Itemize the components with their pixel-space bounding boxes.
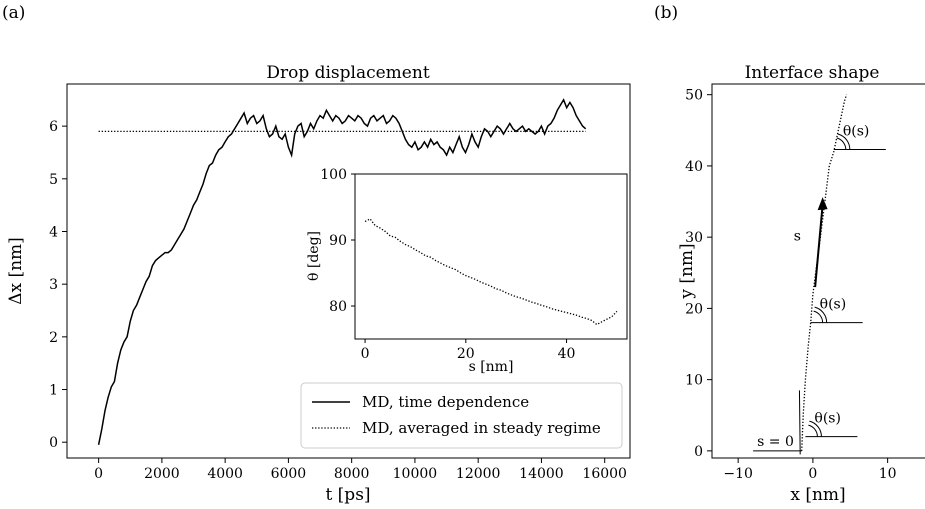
chart-b-xticks: −10 0 10 xyxy=(723,458,897,482)
chart-b-series xyxy=(801,94,848,451)
tangent-line xyxy=(798,390,801,455)
arc-length-arrow xyxy=(814,205,824,288)
inset-ytick-label: 100 xyxy=(320,167,347,183)
inset-frame xyxy=(354,173,628,340)
s-label: s xyxy=(794,229,801,245)
chart-b-ytick-label: 30 xyxy=(685,230,703,246)
angle-arc xyxy=(808,424,818,437)
chart-a-xtick-label: 6000 xyxy=(271,466,307,482)
chart-a-ylabel: Δx [nm] xyxy=(6,237,26,305)
theta-label: θ(s) xyxy=(843,124,870,140)
legend-label-average: MD, averaged in steady regime xyxy=(362,419,601,437)
chart-a-ytick-label: 6 xyxy=(49,119,58,135)
chart-a-xtick-label: 14000 xyxy=(519,466,564,482)
s0-label: s = 0 xyxy=(757,434,794,450)
chart-b-ytick-label: 40 xyxy=(685,159,703,175)
chart-a-title: Drop displacement xyxy=(266,63,429,83)
chart-b-annotations: s = 0 θ(s) θ(s) θ(s) s xyxy=(753,124,886,455)
chart-a-ytick-label: 4 xyxy=(49,224,58,240)
angle-arc xyxy=(837,133,851,150)
inset-chart: 80 90 100 0 20 40 s [nm] θ [deg] xyxy=(306,167,628,375)
chart-a-ytick-label: 0 xyxy=(49,435,58,451)
chart-a-xticks: 0 2000 4000 6000 8000 10000 12000 14000 16000 xyxy=(94,458,627,482)
arrow-head xyxy=(817,197,828,211)
chart-a-xtick-label: 2000 xyxy=(144,466,180,482)
chart-b-ytick-label: 0 xyxy=(694,444,703,460)
chart-a-yticks: 0 1 2 3 4 5 6 xyxy=(49,119,67,451)
chart-a-ytick-label: 5 xyxy=(49,172,58,188)
chart-b-ytick-label: 50 xyxy=(685,88,703,104)
chart-a-xtick-label: 10000 xyxy=(393,466,438,482)
chart-interface-shape: Interface shape 0 10 20 30 40 50 −10 0 10 s = 0… xyxy=(677,63,925,505)
inset-ytick-label: 90 xyxy=(329,233,347,249)
chart-b-ytick-label: 20 xyxy=(685,301,703,317)
angle-arc xyxy=(813,310,824,323)
theta-label: θ(s) xyxy=(820,297,847,313)
chart-b-xlabel: x [nm] xyxy=(790,485,845,505)
chart-b-series-line xyxy=(801,94,848,451)
panel-label-a: (a) xyxy=(2,3,25,23)
inset-xlabel: s [nm] xyxy=(469,359,514,375)
panel-label-b: (b) xyxy=(654,3,678,23)
chart-b-ytick-label: 10 xyxy=(685,373,703,389)
inset-xtick-label: 20 xyxy=(457,346,475,362)
chart-b-xtick-label: 10 xyxy=(879,466,897,482)
legend-label-time: MD, time dependence xyxy=(362,393,529,411)
angle-arc xyxy=(836,137,847,150)
inset-ylabel: θ [deg] xyxy=(306,231,322,281)
chart-a-xtick-label: 12000 xyxy=(456,466,501,482)
chart-a-series xyxy=(97,98,587,445)
chart-a-ytick-label: 3 xyxy=(49,277,58,293)
chart-drop-displacement: Drop displacement 0 1 2 3 4 5 6 0 2000 4000 6000 8… xyxy=(6,63,631,505)
chart-a-frame xyxy=(66,83,631,459)
chart-b-xtick-label: −10 xyxy=(723,466,753,482)
inset-xtick-label: 0 xyxy=(361,346,370,362)
theta-label: θ(s) xyxy=(814,411,841,427)
chart-a-xtick-label: 16000 xyxy=(582,466,627,482)
chart-b-xtick-label: 0 xyxy=(808,466,817,482)
chart-a-legend: MD, time dependence MD, averaged in stea… xyxy=(300,382,623,449)
chart-b-title: Interface shape xyxy=(745,63,880,83)
chart-b-frame xyxy=(711,83,925,459)
chart-a-xtick-label: 8000 xyxy=(334,466,370,482)
chart-b-yticks: 0 10 20 30 40 50 xyxy=(685,88,712,460)
inset-xticks: 0 20 40 xyxy=(361,339,576,362)
chart-a-xlabel: t [ps] xyxy=(325,485,370,505)
chart-a-xtick-label: 0 xyxy=(94,466,103,482)
chart-a-ytick-label: 2 xyxy=(49,330,58,346)
angle-arc xyxy=(814,306,828,323)
inset-yticks: 80 90 100 xyxy=(320,167,355,315)
chart-b-ylabel: y [nm] xyxy=(677,243,697,299)
inset-xtick-label: 40 xyxy=(558,346,576,362)
chart-a-ytick-label: 1 xyxy=(49,383,58,399)
legend-box xyxy=(300,382,623,449)
chart-a-xtick-label: 4000 xyxy=(207,466,243,482)
inset-ytick-label: 80 xyxy=(329,299,347,315)
angle-arc xyxy=(809,420,822,437)
chart-a-series-line xyxy=(97,98,587,445)
